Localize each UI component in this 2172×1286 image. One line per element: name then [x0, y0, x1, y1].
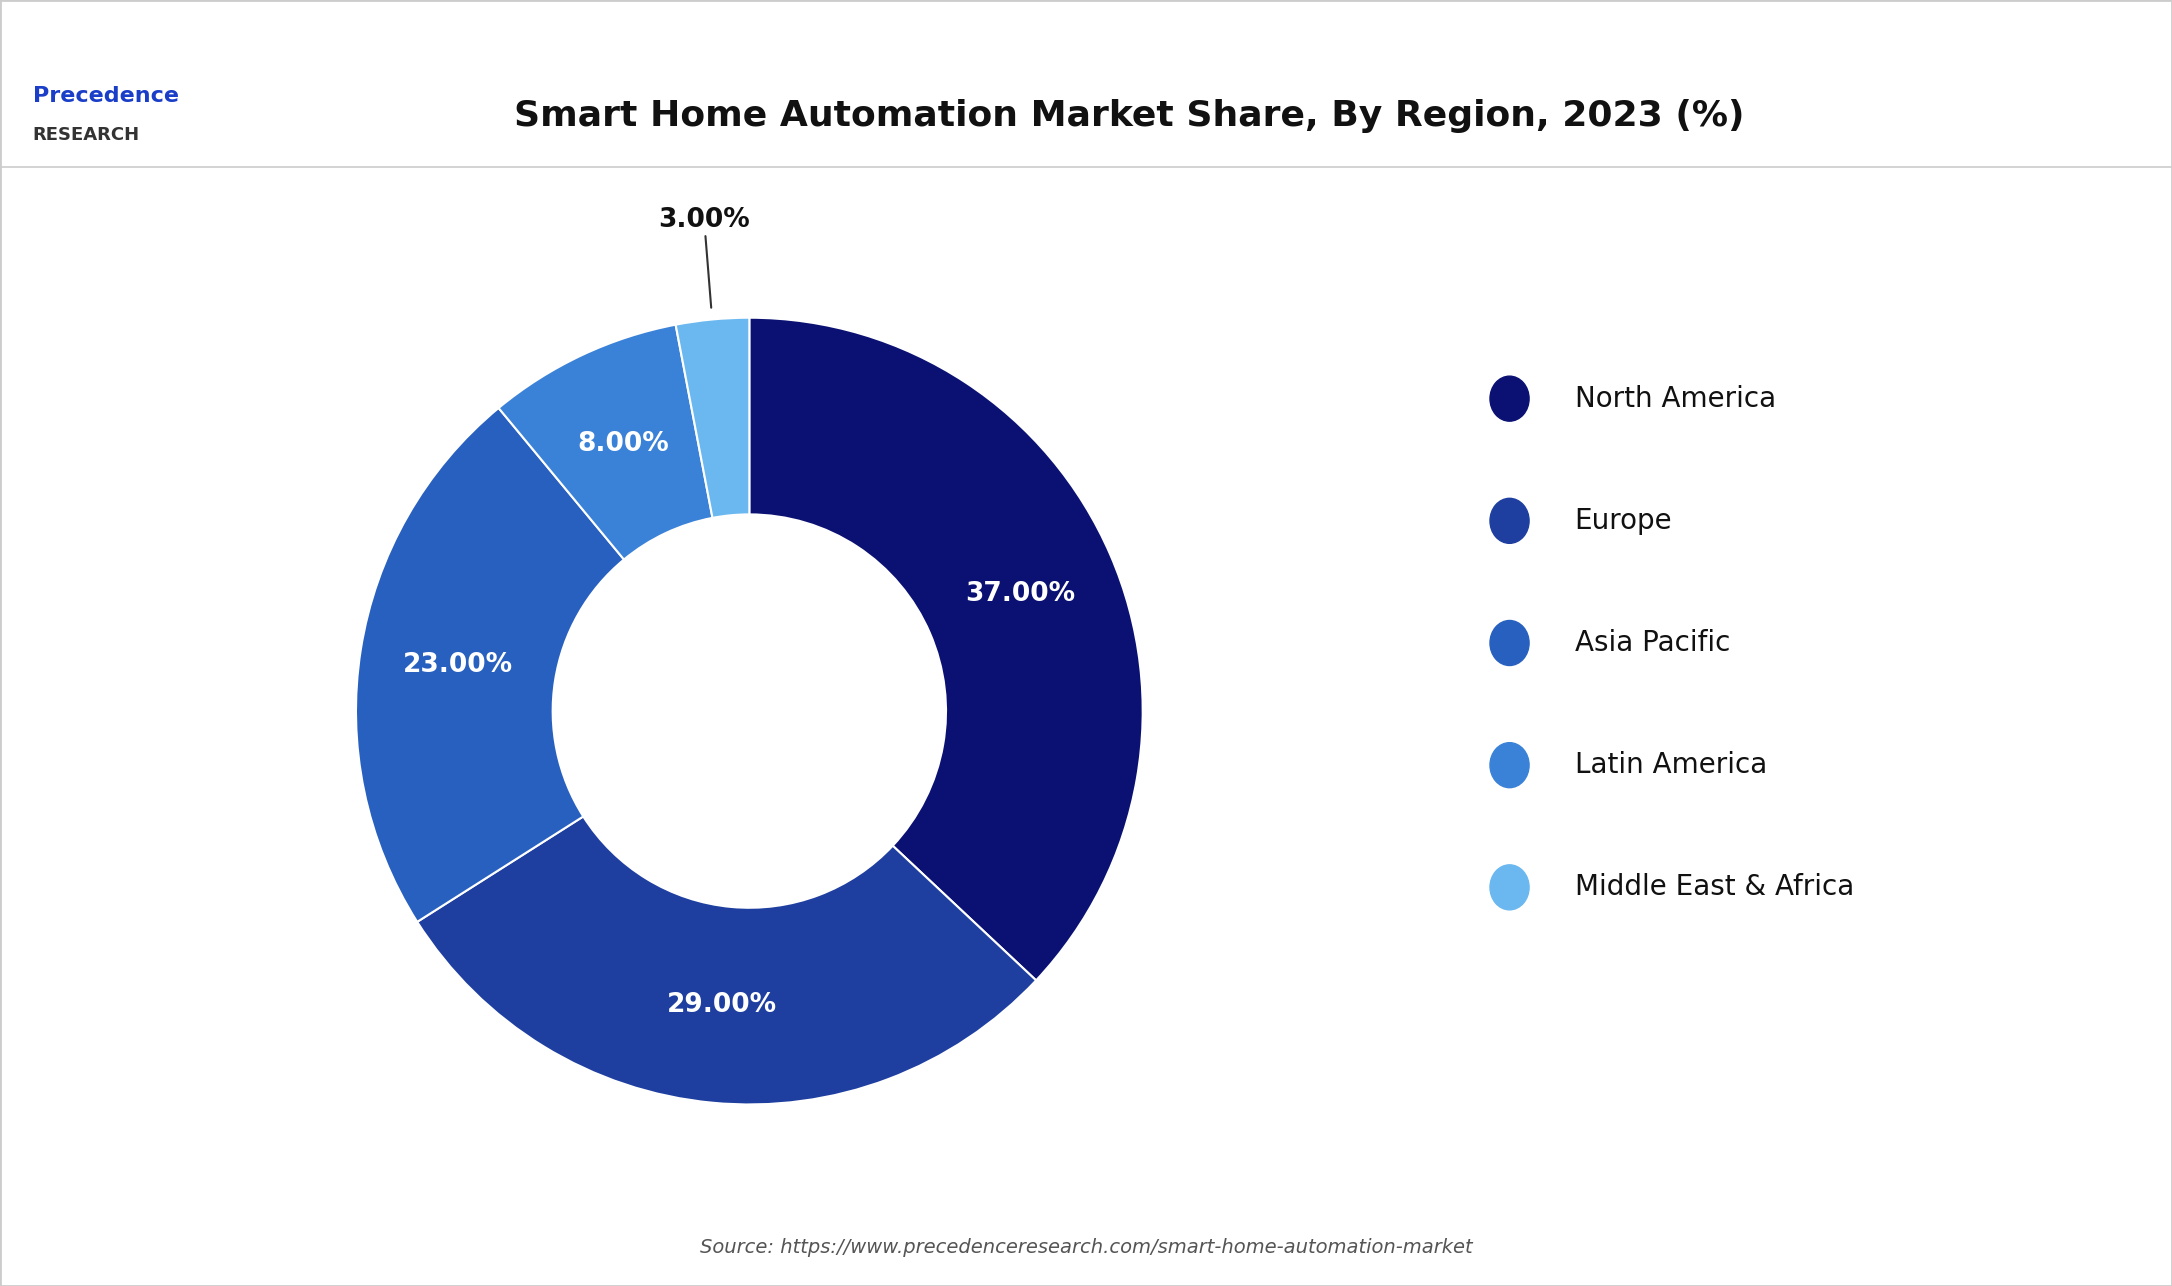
Text: Latin America: Latin America [1575, 751, 1768, 779]
Wedge shape [749, 318, 1142, 980]
Text: Precedence: Precedence [33, 86, 178, 107]
Text: Source: https://www.precedenceresearch.com/smart-home-automation-market: Source: https://www.precedenceresearch.c… [699, 1238, 1473, 1256]
Text: North America: North America [1575, 385, 1777, 413]
Wedge shape [675, 318, 749, 518]
Text: 29.00%: 29.00% [667, 992, 778, 1017]
Wedge shape [356, 408, 623, 922]
Text: 3.00%: 3.00% [658, 207, 749, 307]
Text: Middle East & Africa: Middle East & Africa [1575, 873, 1855, 901]
Text: 37.00%: 37.00% [964, 581, 1075, 607]
Text: Asia Pacific: Asia Pacific [1575, 629, 1731, 657]
Wedge shape [500, 324, 712, 559]
Text: Smart Home Automation Market Share, By Region, 2023 (%): Smart Home Automation Market Share, By R… [515, 99, 1744, 132]
Text: Europe: Europe [1575, 507, 1672, 535]
Text: 8.00%: 8.00% [578, 431, 669, 457]
Wedge shape [417, 817, 1036, 1105]
Text: 23.00%: 23.00% [402, 652, 513, 678]
Text: RESEARCH: RESEARCH [33, 126, 139, 144]
